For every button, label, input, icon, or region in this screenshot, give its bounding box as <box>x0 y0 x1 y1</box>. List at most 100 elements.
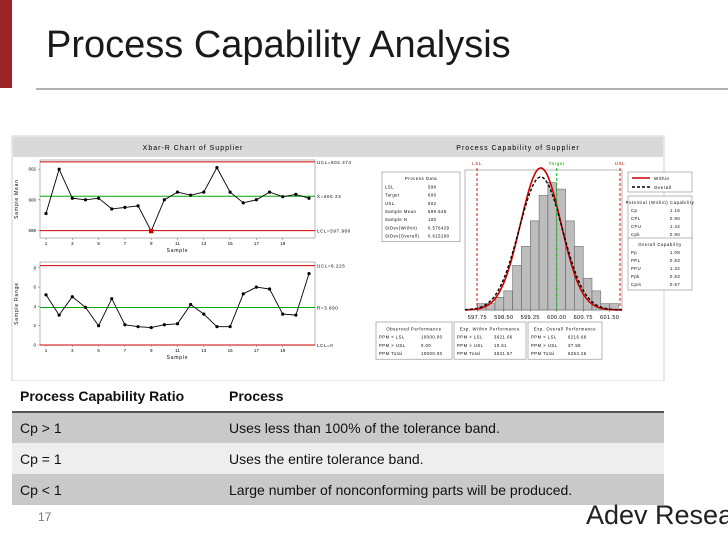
process-data-box-key: StDev(Overall) <box>385 234 420 239</box>
table-cell-ratio: Cp = 1 <box>12 443 221 474</box>
y-tick-label: 598 <box>28 228 36 233</box>
exp-overall-box-key: PPM < LSL <box>531 335 557 340</box>
legend-label: Within <box>654 176 670 181</box>
exp-within-box <box>453 321 527 360</box>
data-point <box>83 305 88 309</box>
x-tick-label: 3 <box>71 241 74 246</box>
data-point <box>110 207 114 211</box>
overall-box-value: 1.08 <box>670 250 680 255</box>
process-data-box-heading: Process Data <box>405 176 437 181</box>
center-label: X=600.23 <box>317 194 341 199</box>
x-axis-label: Sample <box>167 355 189 361</box>
data-point <box>44 211 48 216</box>
data-point <box>136 325 140 329</box>
x-tick-label: 15 <box>228 348 234 353</box>
data-point <box>175 190 180 194</box>
x-tick-label: 600.00 <box>547 315 566 321</box>
exp-overall-box-value: 37.58 <box>568 343 581 348</box>
overall-box-heading: Overall Capability <box>638 242 682 247</box>
page-number: 17 <box>38 510 52 524</box>
x-tick-label: 19 <box>280 348 286 353</box>
observed-box-key: PPM Total <box>379 351 403 356</box>
y-tick-label: 0 <box>33 343 36 348</box>
table-cell-process: Uses less than 100% of the tolerance ban… <box>221 412 664 443</box>
data-point <box>215 325 219 329</box>
x-tick-label: 15 <box>228 241 234 246</box>
chart-title: Process Capability of Supplier <box>456 145 579 152</box>
center-label: R=3.890 <box>317 305 338 310</box>
process-data-box-value: 0.576429 <box>428 225 450 230</box>
process-data-box-key: Sample Mean <box>385 209 417 214</box>
x-tick-label: 598.50 <box>494 315 513 321</box>
lcl-label: LCL=597.986 <box>317 229 351 234</box>
data-point <box>254 198 258 202</box>
histogram-bar <box>591 290 602 311</box>
x-tick-label: 13 <box>201 348 207 353</box>
histogram-bar <box>494 297 505 311</box>
exp-overall-box <box>527 321 603 360</box>
x-tick-label: 1 <box>45 348 48 353</box>
x-tick-label: 11 <box>175 348 180 353</box>
overall-box-value: 1.32 <box>670 266 680 271</box>
x-tick-label: 599.25 <box>521 315 540 321</box>
title-divider <box>36 88 728 90</box>
legend-label: Overall <box>654 185 672 190</box>
exp-within-box-key: PPM < LSL <box>457 335 483 340</box>
data-point <box>97 324 101 328</box>
data-point <box>307 271 311 276</box>
table-row: Cp < 1 Large number of nonconforming par… <box>12 474 664 505</box>
overall-box-key: PPL <box>631 258 641 263</box>
process-data-box-value: 602 <box>428 201 437 206</box>
y-tick-label: 4 <box>33 304 36 309</box>
exp-within-box-key: PPM Total <box>457 351 481 356</box>
histogram-bar <box>503 290 513 311</box>
x-tick-label: 5 <box>97 241 100 246</box>
data-point <box>202 312 206 316</box>
capability-title-bar <box>373 137 663 157</box>
data-point <box>228 190 232 194</box>
process-data-box-key: StDev(Within) <box>385 225 417 230</box>
x-tick-label: 17 <box>254 241 260 246</box>
potential-box-key: CPU <box>631 224 641 229</box>
data-point <box>123 323 127 327</box>
potential-box-key: CPL <box>631 216 641 221</box>
lcl-label: LCL=0 <box>317 343 333 348</box>
data-point <box>162 198 166 202</box>
data-point <box>189 302 193 307</box>
histogram-bar <box>521 246 531 311</box>
exp-overall-box-value: 6254.26 <box>568 351 587 356</box>
observed-box-value: 10000.00 <box>421 335 443 340</box>
potential-box-key: Cpk <box>631 232 640 237</box>
histogram-bar <box>530 220 540 311</box>
data-point <box>202 190 206 194</box>
target-label: Target <box>549 161 565 166</box>
data-point <box>110 297 114 301</box>
data-point <box>149 228 154 234</box>
data-point <box>241 292 245 296</box>
x-tick-label: 601.50 <box>600 315 619 321</box>
exp-within-box-key: PPM > USL <box>457 343 484 348</box>
overall-box-value: 0.67 <box>670 282 680 287</box>
x-tick-label: 7 <box>124 348 127 353</box>
data-point <box>70 196 74 200</box>
histogram-bar <box>538 195 549 311</box>
data-point <box>281 312 285 316</box>
usl-label: USL <box>615 161 626 166</box>
table-row: Cp = 1 Uses the entire tolerance band. <box>12 443 664 474</box>
potential-box-heading: Potential (Within) Capability <box>626 200 695 205</box>
overall-box-key: Pp <box>631 250 637 255</box>
observed-box-value: 10000.00 <box>421 351 443 356</box>
exp-within-box-value: 10.51 <box>494 343 507 348</box>
data-point <box>294 313 298 317</box>
exp-overall-box-key: PPM Total <box>531 351 555 356</box>
exp-overall-box-key: PPM > USL <box>531 343 558 348</box>
data-point <box>267 190 272 194</box>
data-point <box>215 166 219 170</box>
data-point <box>294 192 298 197</box>
data-point <box>254 285 258 289</box>
x-tick-label: 13 <box>201 241 207 246</box>
x-tick-label: 5 <box>97 348 100 353</box>
x-tick-label: 1 <box>45 241 48 246</box>
overall-box-value: 0.83 <box>670 274 680 279</box>
x-axis-label: Sample <box>167 248 189 254</box>
